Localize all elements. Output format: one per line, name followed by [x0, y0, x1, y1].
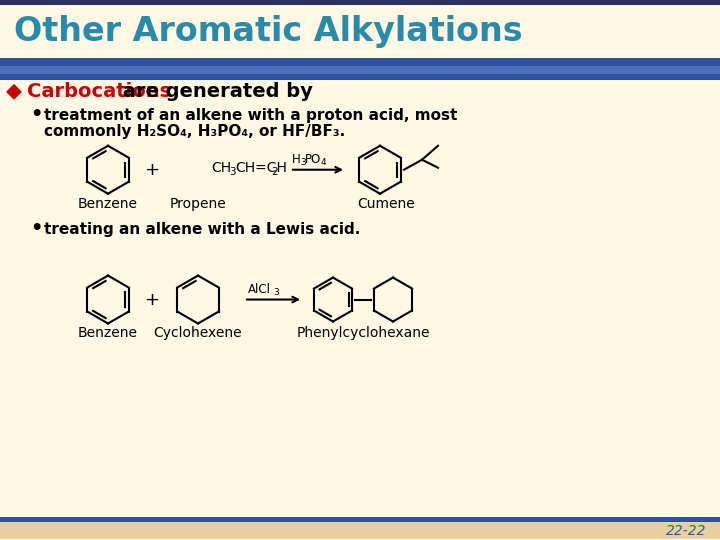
Text: Benzene: Benzene [78, 327, 138, 341]
FancyBboxPatch shape [0, 66, 720, 74]
Text: treatment of an alkene with a proton acid, most: treatment of an alkene with a proton aci… [44, 109, 457, 123]
Text: commonly H₂SO₄, H₃PO₄, or HF/BF₃.: commonly H₂SO₄, H₃PO₄, or HF/BF₃. [44, 124, 346, 139]
Text: 3: 3 [273, 288, 279, 297]
Text: CH=CH: CH=CH [235, 161, 287, 175]
Text: 3: 3 [300, 158, 306, 167]
Text: 22-22: 22-22 [665, 524, 706, 538]
Text: are generated by: are generated by [116, 83, 313, 102]
Text: Benzene: Benzene [78, 197, 138, 211]
FancyBboxPatch shape [0, 58, 720, 80]
Text: +: + [145, 291, 160, 308]
Text: H: H [292, 153, 301, 166]
FancyBboxPatch shape [0, 517, 720, 522]
Text: AlCl: AlCl [248, 283, 271, 296]
FancyBboxPatch shape [0, 0, 720, 60]
Text: 4: 4 [321, 158, 327, 167]
Text: PO: PO [305, 153, 321, 166]
Text: Propene: Propene [170, 197, 226, 211]
Text: Phenylcyclohexane: Phenylcyclohexane [296, 327, 430, 341]
Text: treating an alkene with a Lewis acid.: treating an alkene with a Lewis acid. [44, 222, 361, 237]
Text: Cyclohexene: Cyclohexene [153, 327, 243, 341]
Text: CH: CH [211, 161, 231, 175]
Text: •: • [30, 219, 42, 238]
FancyBboxPatch shape [0, 521, 720, 539]
Text: Carbocations: Carbocations [27, 83, 171, 102]
Text: 3: 3 [229, 167, 235, 177]
Text: •: • [30, 105, 42, 124]
Polygon shape [7, 85, 21, 99]
Text: Other Aromatic Alkylations: Other Aromatic Alkylations [14, 16, 523, 49]
FancyBboxPatch shape [0, 0, 720, 5]
Text: +: + [145, 161, 160, 179]
Text: Cumene: Cumene [357, 197, 415, 211]
Text: 2: 2 [271, 167, 278, 177]
